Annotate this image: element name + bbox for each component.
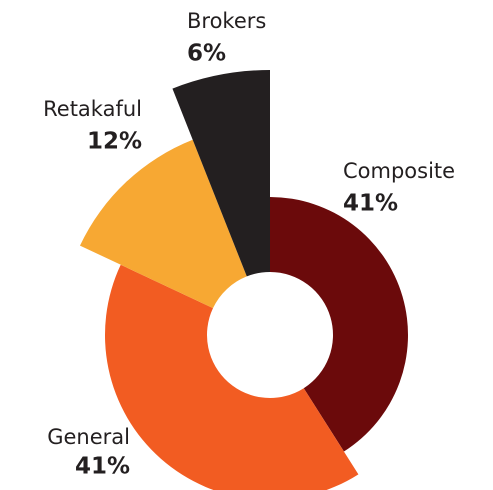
pie-segment	[105, 264, 359, 490]
segment-label: Retakaful	[43, 97, 142, 121]
pie-segment	[270, 197, 408, 452]
segment-label: Composite	[343, 159, 455, 183]
segment-value: 12%	[87, 129, 142, 155]
segment-label: Brokers	[187, 9, 266, 33]
pie-segment	[172, 70, 270, 277]
segment-value: 41%	[343, 191, 398, 217]
segment-label: General	[47, 425, 130, 449]
pie-segment	[79, 139, 247, 309]
segment-value: 41%	[75, 454, 130, 480]
segment-value: 6%	[187, 41, 226, 67]
